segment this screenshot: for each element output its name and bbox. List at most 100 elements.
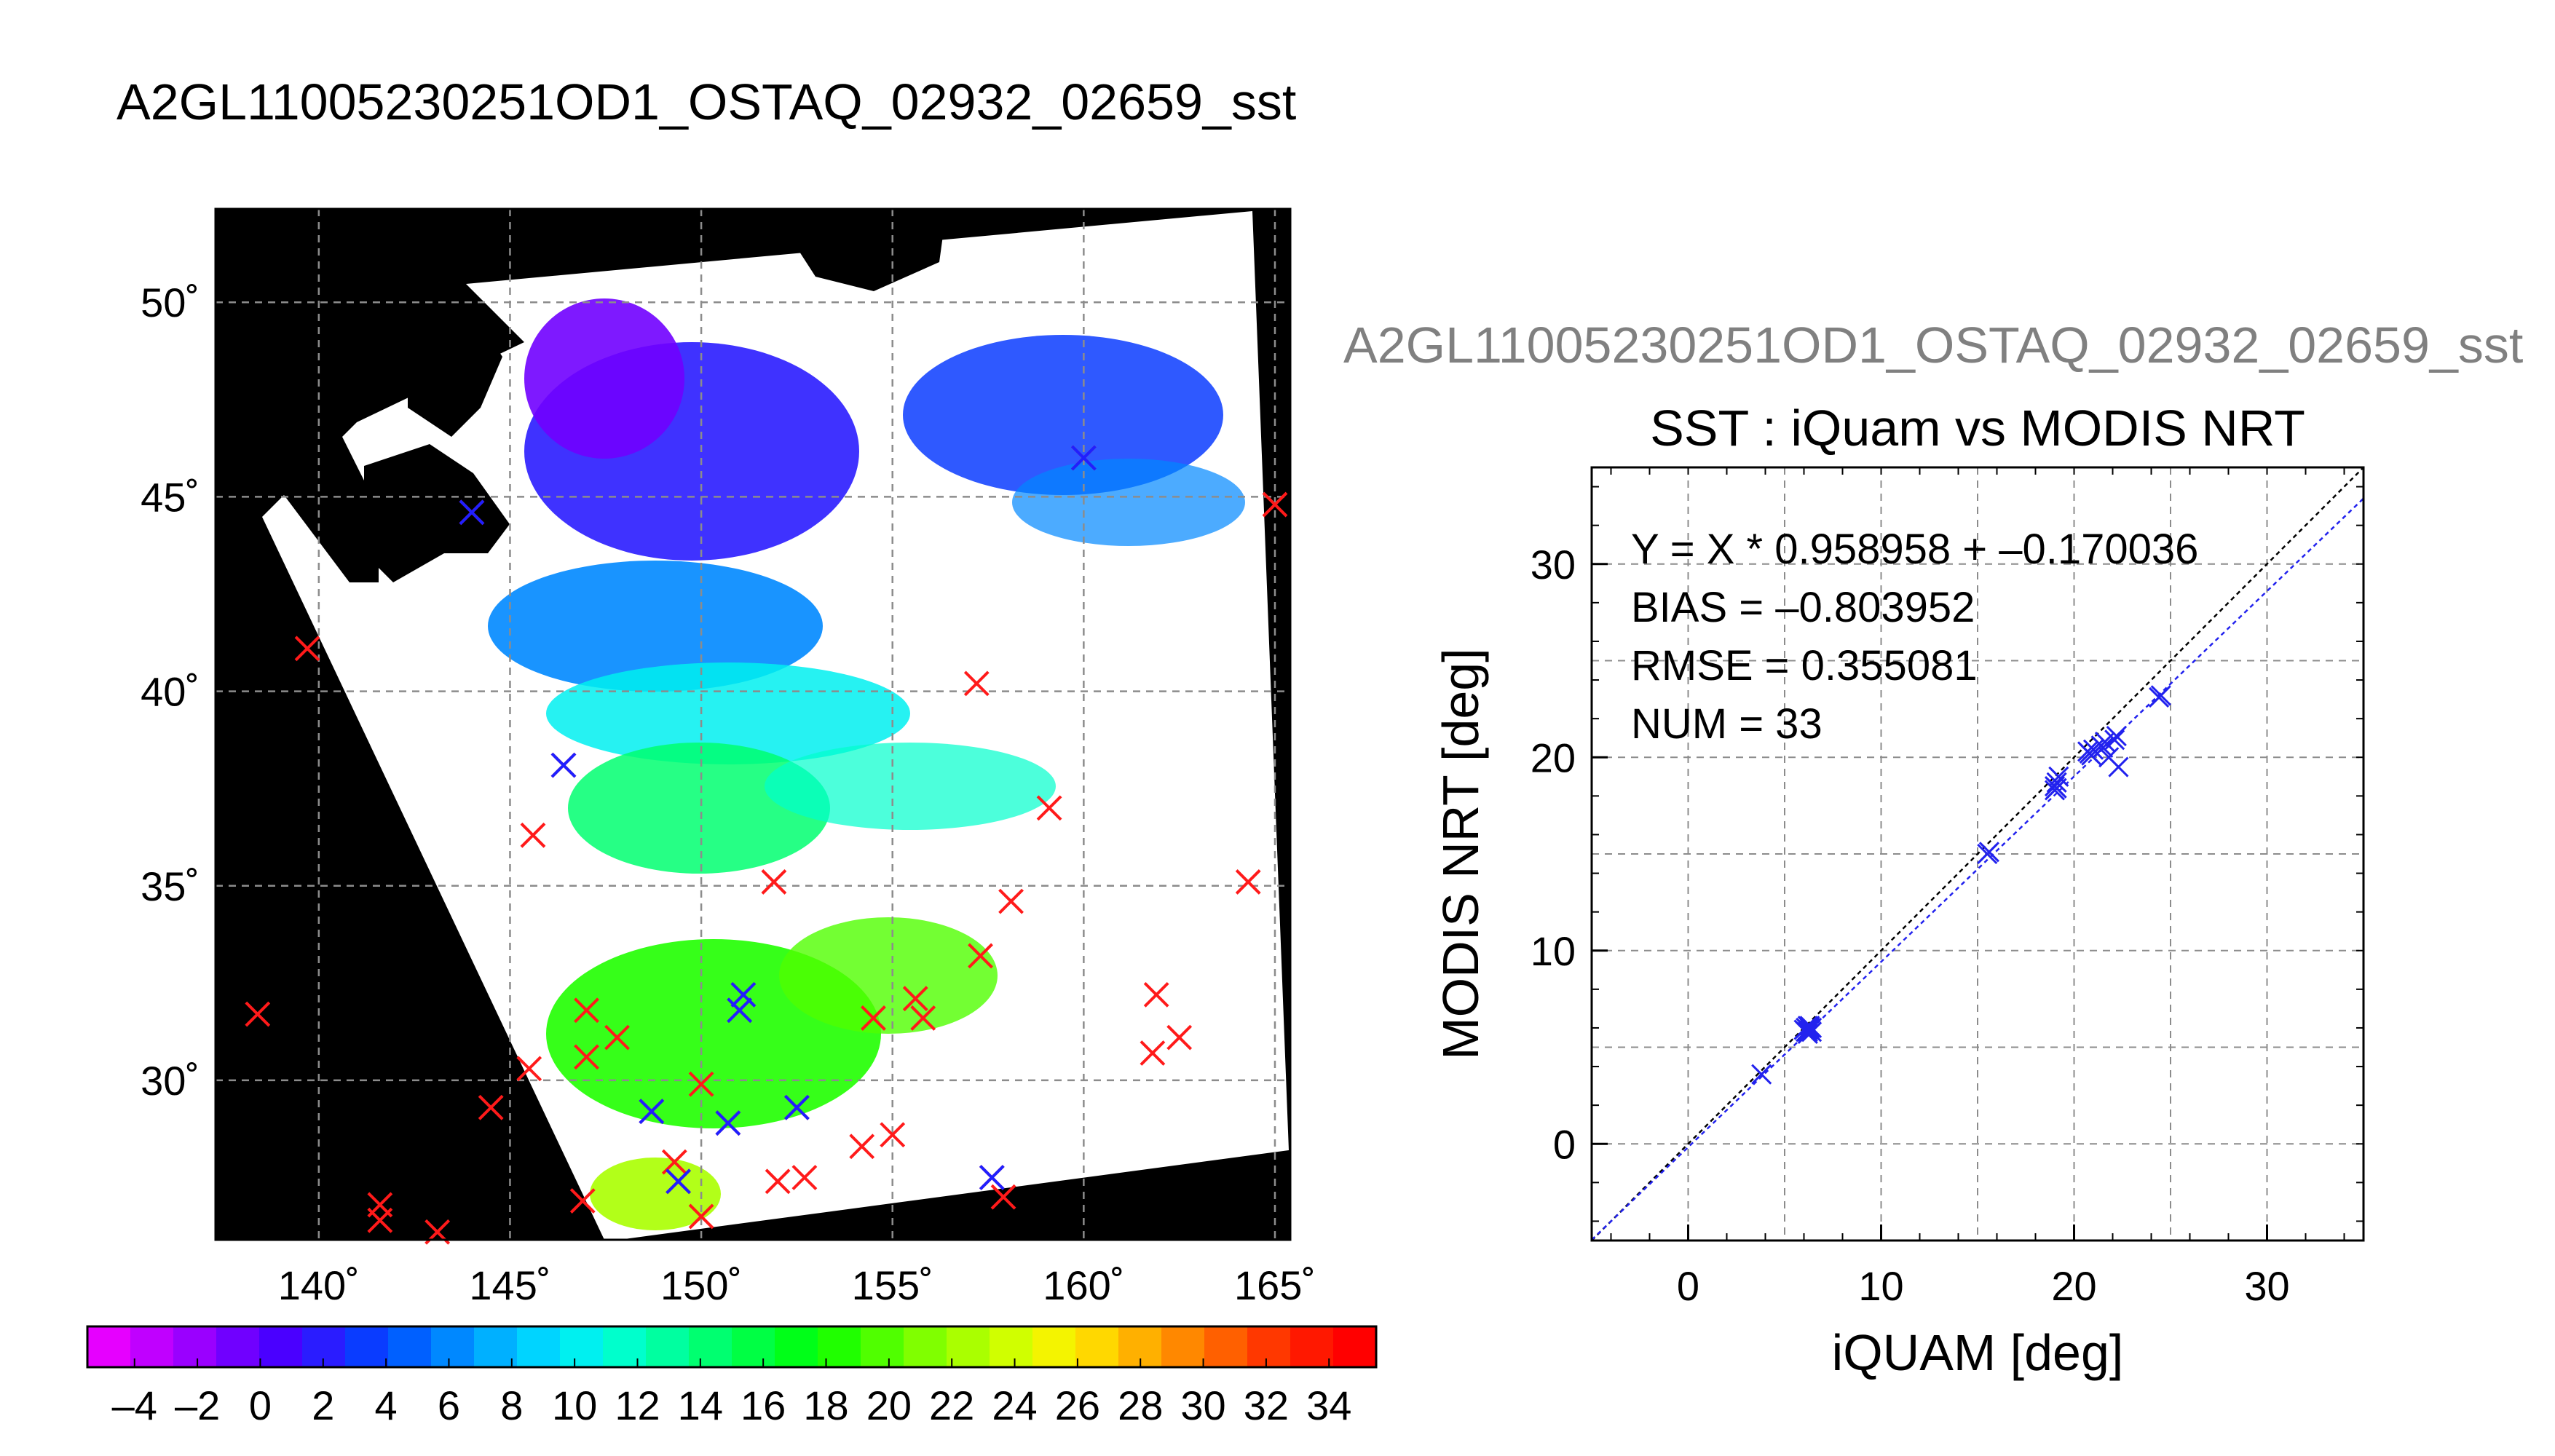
map-marker-red-9: [998, 888, 1024, 914]
map-marker-red-11-stroke-b: [968, 943, 993, 969]
map-marker-blue-0: [459, 499, 485, 526]
colorbar-swatch: [474, 1326, 518, 1367]
colorbar-swatch: [431, 1326, 475, 1367]
scatter-point-25: [1799, 1019, 1820, 1040]
colorbar-tick-label: 18: [803, 1382, 848, 1428]
map-marker-red-24: [516, 1056, 542, 1082]
scatter-point-20-stroke-b: [2098, 747, 2120, 768]
map-marker-blue-9: [979, 1165, 1005, 1190]
map-marker-red-10-stroke-b: [1235, 869, 1261, 895]
map-marker-red-27-stroke-b: [688, 1071, 714, 1097]
map-marker-red-8: [761, 869, 787, 895]
colorbar-swatch: [259, 1326, 303, 1367]
map-marker-red-36: [990, 1184, 1016, 1210]
map-marker-red-18-stroke-b: [861, 1005, 886, 1031]
scatter-x-tick-label: 20: [2051, 1263, 2096, 1309]
scatter-point-31: [2104, 729, 2125, 751]
map-x-tick-label: 165˚: [1234, 1262, 1316, 1308]
map-marker-red-3: [1262, 491, 1288, 518]
scatter-x-tick-label: 0: [1677, 1263, 1699, 1309]
land-hokkaido: [364, 444, 510, 582]
scatter-x-tick-label: 30: [2244, 1263, 2289, 1309]
map-marker-red-34: [880, 1122, 906, 1148]
colorbar-swatch: [388, 1326, 432, 1367]
colorbar-swatch: [689, 1326, 732, 1367]
sst-region-south-warm: [590, 1158, 721, 1230]
map-marker-red-41: [765, 1168, 791, 1195]
colorbar-tick-label: 30: [1180, 1382, 1225, 1428]
map-marker-blue-6-stroke-b: [715, 1110, 741, 1136]
scatter-point-25-stroke-b: [1799, 1019, 1820, 1040]
map-marker-red-24-stroke-b: [516, 1056, 542, 1082]
map-marker-red-25: [478, 1094, 504, 1120]
map-panel: 140˚ 145˚ 150˚ 155˚ 160˚ 165˚ 30˚ 35˚ 40˚ 45˚ 50˚: [141, 207, 1316, 1308]
map-marker-blue-9-stroke-b: [979, 1165, 1005, 1190]
map-marker-red-27: [688, 1071, 714, 1097]
map-marker-blue-8-stroke-b: [666, 1168, 691, 1195]
colorbar-tick-label: –4: [112, 1382, 157, 1428]
map-y-tick-label: 50˚: [141, 280, 200, 325]
scatter-point-12-stroke-b: [2046, 772, 2067, 793]
colorbar-tick-label: 20: [866, 1382, 912, 1428]
colorbar-swatch: [560, 1326, 604, 1367]
map-marker-red-7: [520, 822, 546, 848]
colorbar-tick-label: –2: [175, 1382, 220, 1428]
map-marker-red-12-stroke-b: [245, 1001, 271, 1027]
land-kamchatka: [772, 209, 947, 291]
scatter-point-29: [1797, 1016, 1818, 1037]
sst-region-north-violet: [524, 298, 684, 459]
scatter-point-28: [2090, 735, 2112, 756]
scatter-y-tick-label: 20: [1531, 735, 1576, 780]
map-marker-red-23-stroke-b: [1166, 1024, 1193, 1051]
colorbar-swatch: [1204, 1326, 1248, 1367]
map-marker-red-25-stroke-b: [478, 1094, 504, 1120]
map-x-tick-label: 150˚: [660, 1262, 742, 1308]
scatter-point-12: [2046, 772, 2067, 793]
map-marker-blue-4-stroke-b: [727, 997, 753, 1024]
scatter-y-axis-label: MODIS NRT [deg]: [1432, 648, 1489, 1059]
map-marker-red-13-stroke-b: [574, 997, 599, 1024]
map-marker-blue-2: [550, 752, 577, 778]
colorbar-swatch: [1032, 1326, 1076, 1367]
scatter-point-28-stroke-b: [2090, 735, 2112, 756]
colorbar-swatch: [732, 1326, 775, 1367]
map-marker-red-15: [574, 1044, 599, 1070]
map-marker-red-6: [1036, 795, 1062, 821]
colorbar-swatch: [947, 1326, 990, 1367]
colorbar-swatch: [775, 1326, 818, 1367]
map-marker-blue-7: [783, 1094, 810, 1120]
map-marker-red-11: [968, 943, 993, 969]
colorbar-tick-label: 6: [438, 1382, 460, 1428]
map-marker-red-4: [963, 670, 990, 697]
map-marker-red-36-stroke-b: [990, 1184, 1016, 1210]
scatter-y-tick-label: 30: [1531, 542, 1576, 587]
colorbar-tick-label: 0: [249, 1382, 272, 1428]
map-marker-blue-7-stroke-b: [783, 1094, 810, 1120]
map-marker-red-10: [1235, 869, 1261, 895]
colorbar-tick-label: 8: [500, 1382, 523, 1428]
scatter-point-27-stroke-b: [2079, 743, 2100, 764]
colorbar-tick-label: 4: [375, 1382, 398, 1428]
colorbar-tick-label: 10: [552, 1382, 597, 1428]
map-x-tick-label: 160˚: [1043, 1262, 1124, 1308]
map-marker-blue-1-stroke-b: [1070, 445, 1097, 471]
map-marker-red-33: [849, 1133, 875, 1160]
map-marker-red-6-stroke-b: [1036, 795, 1062, 821]
map-marker-red-14: [604, 1024, 630, 1051]
land-sakhalin: [408, 313, 502, 437]
map-marker-blue-3-stroke-b: [730, 981, 757, 1008]
map-marker-red-20: [910, 1005, 936, 1031]
map-marker-red-21-stroke-b: [1143, 981, 1169, 1008]
colorbar-tick-label: 22: [929, 1382, 974, 1428]
map-frame: [214, 207, 1292, 1241]
scatter-fit-line: [1591, 497, 2364, 1241]
map-marker-red-4-stroke-b: [963, 670, 990, 697]
colorbar-swatch: [1161, 1326, 1205, 1367]
map-marker-blue-3: [730, 981, 757, 1008]
scatter-point-22: [2108, 756, 2129, 778]
map-marker-red-19: [902, 986, 928, 1012]
map-marker-blue-8: [666, 1168, 691, 1195]
map-marker-red-40-stroke-b: [688, 1203, 714, 1230]
map-marker-red-7-stroke-b: [520, 822, 546, 848]
map-marker-red-39: [569, 1188, 596, 1214]
